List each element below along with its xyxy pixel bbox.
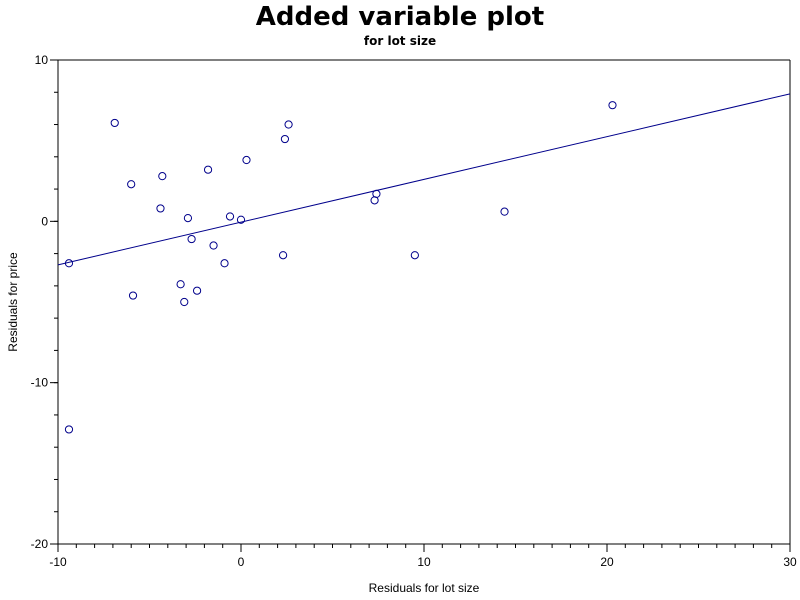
- fit-line: [57, 93, 791, 266]
- chart-subtitle: for lot size: [363, 34, 437, 48]
- data-point: [192, 286, 202, 295]
- data-point: [180, 297, 189, 307]
- data-point: [500, 207, 509, 216]
- data-point: [64, 425, 74, 434]
- x-tick-label: 30: [783, 555, 797, 569]
- data-point: [110, 118, 119, 128]
- data-point: [203, 165, 213, 174]
- y-tick-label: -20: [31, 537, 49, 551]
- data-point: [209, 241, 218, 250]
- y-tick-label: 10: [35, 53, 49, 67]
- data-point: [128, 291, 138, 300]
- data-point: [608, 101, 617, 110]
- x-axis-label: Residuals for lot size: [369, 581, 480, 595]
- data-point: [236, 215, 246, 224]
- x-tick-label: 10: [417, 555, 431, 569]
- data-point: [410, 251, 419, 260]
- y-tick-label: 0: [41, 214, 48, 228]
- data-point: [156, 204, 165, 213]
- data-point: [242, 155, 251, 165]
- data-point: [372, 189, 381, 199]
- data-point: [127, 180, 136, 189]
- data-point: [280, 134, 290, 144]
- data-point: [220, 259, 229, 268]
- x-tick-label: 20: [600, 555, 614, 569]
- data-point: [284, 120, 293, 129]
- y-axis-label: Residuals for price: [6, 252, 20, 352]
- data-point: [225, 212, 235, 221]
- data-point: [278, 251, 288, 260]
- y-tick-label: -10: [31, 376, 49, 390]
- data-point: [187, 234, 196, 244]
- x-tick-label: -10: [49, 555, 67, 569]
- data-point: [183, 214, 193, 223]
- data-point: [64, 259, 74, 268]
- data-point: [158, 172, 167, 181]
- chart-title: Added variable plot: [255, 2, 545, 32]
- data-point: [176, 280, 185, 289]
- x-tick-label: 0: [238, 555, 245, 569]
